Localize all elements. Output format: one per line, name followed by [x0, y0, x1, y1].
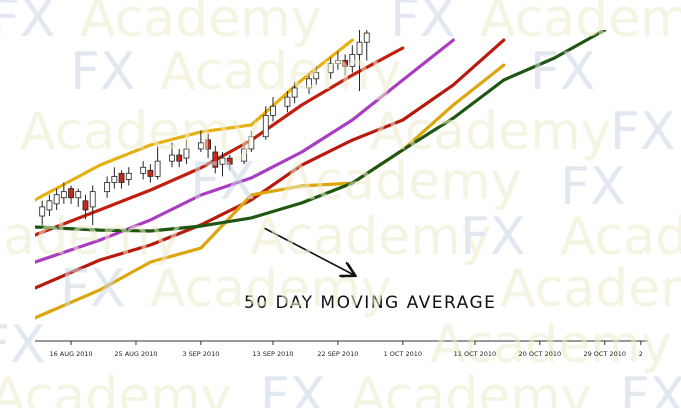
candle-body	[342, 60, 349, 67]
candle-body	[284, 96, 291, 107]
candle-body	[356, 41, 363, 55]
candle-body	[183, 148, 190, 159]
candle-body	[205, 139, 211, 150]
candle-body	[89, 191, 96, 208]
candle-body	[241, 148, 248, 162]
candle-body	[111, 175, 118, 183]
x-tick-label: 11 OCT 2010	[454, 350, 497, 358]
candle-body	[75, 191, 82, 199]
watermark-brand: FX	[620, 367, 681, 408]
candle-body	[169, 154, 175, 162]
candle-body	[60, 191, 67, 199]
watermark-word: Academy	[350, 367, 592, 408]
x-tick-label: 2	[639, 350, 643, 358]
candle-body	[140, 166, 147, 174]
candle-body	[82, 200, 89, 211]
watermark-brand: FX	[260, 367, 326, 408]
plot-marks	[35, 30, 607, 320]
candle-body	[363, 32, 370, 43]
candle-body	[349, 54, 356, 68]
candle-body	[46, 200, 53, 211]
candle-body	[306, 78, 312, 89]
watermark-word: Academy	[0, 367, 232, 408]
candle-body	[248, 136, 255, 150]
candle-body	[147, 169, 154, 177]
candle-body	[313, 72, 320, 80]
candle-body	[118, 172, 125, 183]
annotation-arrow	[263, 227, 354, 275]
x-tick-label: 1 OCT 2010	[384, 350, 422, 358]
x-tick-label: 22 SEP 2010	[317, 350, 358, 358]
x-tick-label: 13 SEP 2010	[252, 350, 293, 358]
line-series	[35, 46, 405, 237]
candle-body	[327, 63, 334, 74]
line-series	[35, 38, 455, 264]
candle-body	[219, 157, 226, 165]
candle-body	[154, 160, 161, 177]
candle-body	[125, 172, 132, 180]
line-series	[35, 63, 506, 320]
x-tick-label: 20 OCT 2010	[519, 350, 562, 358]
x-tick-label: 3 SEP 2010	[182, 350, 219, 358]
line-series	[35, 30, 607, 233]
candle-body	[197, 142, 204, 150]
candle-body	[270, 105, 276, 116]
x-tick-label: 29 OCT 2010	[583, 350, 626, 358]
candle-body	[212, 151, 219, 168]
candle-body	[226, 157, 233, 165]
x-tick-label: 16 AUG 2010	[49, 350, 92, 358]
candle-body	[39, 206, 46, 217]
x-tick-label: 25 AUG 2010	[114, 350, 157, 358]
candle-body	[291, 87, 298, 98]
annotation: 50 DAY MOVING AVERAGE	[244, 293, 496, 313]
candle-body	[53, 194, 60, 205]
candle-body	[104, 182, 111, 193]
candle-body	[262, 115, 269, 138]
candle-body	[334, 60, 341, 64]
candle-body	[68, 188, 74, 199]
candle-body	[176, 154, 183, 162]
line-series	[35, 38, 506, 290]
